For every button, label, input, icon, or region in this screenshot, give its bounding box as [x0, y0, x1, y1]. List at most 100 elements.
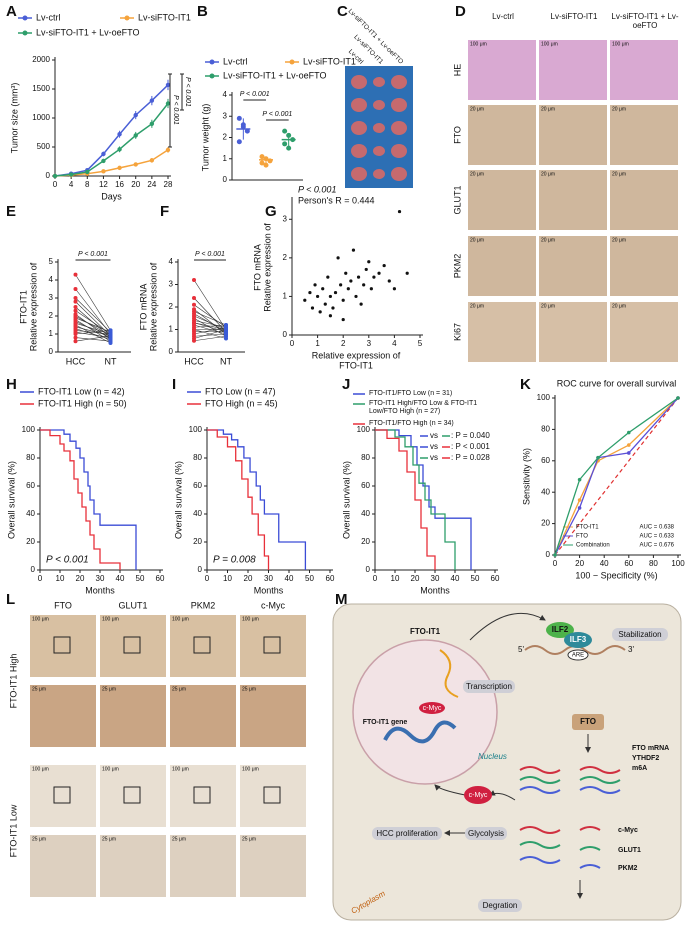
- label: FTO-IT1 gene: [363, 719, 408, 726]
- tumor: [391, 98, 407, 112]
- marker: [165, 82, 171, 88]
- point: [382, 263, 386, 268]
- x-tick-label: 0: [205, 574, 210, 583]
- tumor: [373, 123, 385, 133]
- point: [282, 128, 288, 134]
- point: [108, 328, 113, 333]
- marker: [627, 443, 631, 447]
- annotation: : P = 0.040: [451, 431, 490, 440]
- point: [333, 290, 338, 295]
- micrograph: [100, 615, 166, 677]
- y-tick-label: 1: [283, 292, 288, 301]
- marker: [117, 147, 122, 152]
- pair-line: [75, 322, 111, 335]
- annotation: P < 0.001: [262, 111, 292, 118]
- legend-label: FTO-IT1 Low (n = 42): [38, 386, 125, 396]
- point: [108, 333, 113, 338]
- column-label: Lv-ctrl: [492, 12, 514, 21]
- column-label-box: Lv-ctrl: [492, 12, 514, 21]
- zoom-box: [53, 636, 71, 654]
- y-axis-label: Relative expression of: [262, 223, 272, 312]
- tumor: [351, 144, 367, 158]
- y-tick-label: 40: [361, 509, 370, 518]
- x-tick-label: 1: [315, 339, 320, 348]
- label: Stabilization: [618, 630, 661, 639]
- tumor: [373, 100, 385, 110]
- micrograph: [610, 170, 678, 230]
- y-tick-label: 60: [361, 481, 370, 490]
- y-tick-label: 3: [283, 214, 288, 223]
- point: [303, 298, 307, 302]
- y-axis-label: Overall survival (%): [341, 461, 351, 539]
- x-tick-label: 60: [491, 574, 500, 583]
- arrow: [434, 784, 466, 796]
- tumor: [351, 121, 367, 135]
- y-axis-label: Overall survival (%): [6, 461, 16, 539]
- scale-label: 100 μm: [172, 766, 189, 772]
- point: [372, 275, 376, 279]
- marker: [553, 553, 557, 557]
- marker: [149, 158, 155, 163]
- column-label: FTO: [54, 600, 72, 610]
- y-tick-label: 5: [49, 257, 54, 266]
- y-axis-label: Tumor weight (g): [200, 104, 210, 172]
- tumor: [351, 98, 367, 112]
- survival-curve: [40, 429, 121, 570]
- label: Degration: [483, 901, 518, 910]
- label: FTO: [580, 717, 596, 726]
- zoom-box: [53, 786, 71, 804]
- point: [321, 287, 325, 291]
- y-axis-label: Tumor size (mm³): [9, 83, 19, 154]
- pair-line: [193, 320, 227, 328]
- panel-label: F: [160, 203, 169, 220]
- x-axis-label: 100 − Specificity (%): [575, 570, 657, 580]
- pair-line: [75, 326, 111, 337]
- marker: [133, 162, 138, 167]
- point: [392, 287, 396, 291]
- chart-title: ROC curve for overall survival: [557, 378, 677, 388]
- row-label: HE: [452, 64, 462, 77]
- legend-label: Lv-siFTO-IT1 + Lv-oeFTO: [36, 27, 139, 37]
- zoom-box: [193, 786, 211, 804]
- marker: [117, 132, 122, 137]
- y-tick-label: 80: [361, 453, 370, 462]
- pair-line: [193, 279, 227, 330]
- point: [192, 302, 196, 307]
- x-tick-label: 16: [115, 180, 124, 189]
- micrograph: [100, 835, 166, 897]
- tumor: [351, 167, 367, 181]
- row-label: FTO-IT1 High: [8, 654, 18, 709]
- y-axis-label: Sensitivity (%): [521, 448, 531, 505]
- column-label: c-Myc: [261, 600, 285, 610]
- x-tick-label: 40: [116, 574, 125, 583]
- y-axis-label: Overall survival (%): [173, 461, 183, 539]
- y-tick-label: 100: [22, 425, 36, 434]
- x-tick-label: 100: [671, 559, 685, 568]
- legend-label: Lv-siFTO-IT1: [138, 12, 191, 22]
- marker: [627, 430, 631, 435]
- point: [263, 162, 269, 168]
- y-tick-label: 0: [169, 347, 174, 356]
- y-tick-label: 60: [541, 456, 550, 465]
- pair-line: [193, 309, 227, 335]
- point: [367, 260, 371, 264]
- y-tick-label: 40: [541, 487, 550, 496]
- panel-label: E: [6, 203, 16, 220]
- point: [405, 271, 409, 275]
- y-tick-label: 20: [541, 519, 550, 528]
- point: [192, 296, 196, 300]
- pair-line: [75, 330, 111, 335]
- legend-label: AUC = 0.676: [639, 543, 674, 549]
- x-axis-label: Months: [254, 585, 284, 595]
- point: [73, 308, 78, 313]
- annotation: P < 0.001: [240, 91, 270, 98]
- label: m6A: [632, 765, 647, 772]
- legend-marker: [124, 15, 130, 21]
- micrograph: [539, 236, 607, 296]
- x-tick-label: 50: [305, 574, 314, 583]
- legend-label: AUC = 0.633: [639, 534, 674, 540]
- x-tick-label: HCC: [66, 356, 86, 366]
- scale-label: 100 μm: [242, 616, 259, 622]
- micrograph: [170, 615, 236, 677]
